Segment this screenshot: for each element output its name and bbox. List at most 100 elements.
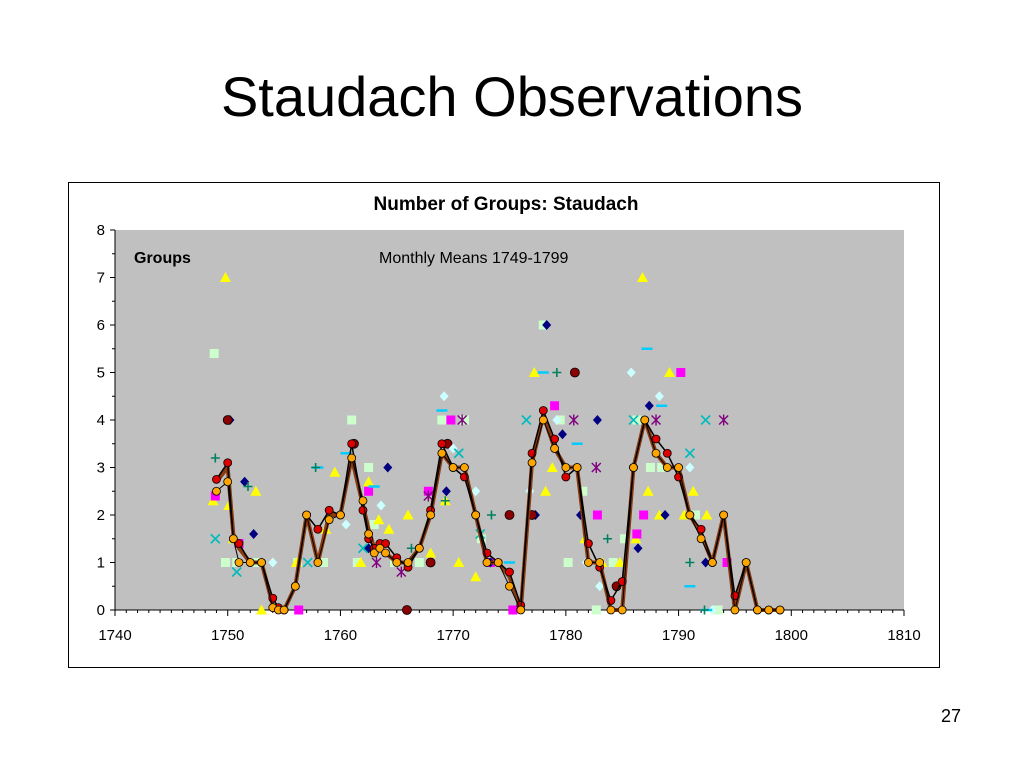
point-circle: [358, 505, 368, 515]
point-triangle: [355, 557, 367, 567]
point-square: [319, 558, 329, 567]
point-circle: [437, 439, 447, 449]
point-diamond: [707, 605, 717, 615]
x-tick-label: 1790: [662, 627, 695, 644]
point-circle: [685, 510, 695, 520]
point-square: [459, 415, 469, 425]
point-circle: [426, 510, 436, 520]
y-tick-label: 0: [97, 602, 105, 619]
point-circle: [324, 505, 334, 515]
point-square: [632, 529, 642, 539]
point-square: [347, 415, 357, 425]
point-triangle: [614, 557, 626, 567]
point-triangle: [470, 571, 482, 582]
point-star: [651, 414, 662, 426]
point-circle: [516, 605, 526, 615]
point-x: [700, 414, 711, 426]
y-tick-label: 8: [97, 222, 105, 239]
x-tick-label: 1810: [887, 627, 920, 644]
point-square: [608, 558, 618, 567]
point-plus: [699, 605, 709, 615]
point-square: [364, 486, 374, 496]
point-circle: [662, 463, 672, 472]
x-tick-label: 1770: [436, 627, 469, 644]
point-circle: [707, 558, 717, 567]
point-circle: [336, 510, 345, 520]
point-x: [357, 543, 369, 554]
point-circle: [651, 448, 661, 458]
point-square: [209, 349, 219, 358]
point-x: [521, 414, 532, 426]
point-circle: [651, 434, 661, 444]
y-tick-label: 6: [97, 317, 105, 334]
point-square: [437, 415, 447, 425]
point-square: [294, 605, 304, 615]
y-tick-label: 5: [97, 365, 105, 382]
point-triangle: [219, 272, 231, 282]
point-square: [364, 463, 374, 472]
point-triangle: [546, 462, 558, 472]
point-square: [220, 558, 230, 567]
chart-annotation: Monthly Means 1749-1799: [379, 250, 569, 267]
point-circle: [223, 477, 233, 487]
point-circle: [696, 534, 706, 544]
point-x: [628, 414, 639, 426]
point-circle: [392, 558, 402, 567]
point-circle: [369, 548, 379, 558]
point-square: [550, 401, 560, 411]
point-circle: [538, 415, 548, 425]
point-circle: [279, 605, 289, 615]
point-circle: [550, 444, 559, 453]
point-star: [718, 414, 729, 426]
point-circle: [448, 463, 458, 472]
point-square: [657, 463, 667, 472]
point-diamond: [701, 557, 711, 568]
point-circle: [437, 448, 447, 458]
point-square: [645, 463, 655, 472]
point-triangle: [637, 272, 649, 282]
point-circle: [425, 557, 436, 568]
point-triangle: [256, 604, 268, 615]
point-circle: [403, 558, 413, 567]
page-number: 27: [940, 706, 961, 726]
point-diamond: [383, 462, 393, 473]
point-plus: [685, 558, 695, 567]
point-diamond: [448, 443, 458, 454]
point-square: [563, 558, 573, 567]
point-triangle: [653, 509, 665, 520]
point-square: [639, 510, 649, 520]
point-circle: [662, 448, 672, 458]
point-x: [210, 533, 221, 544]
point-diamond: [626, 367, 636, 378]
point-circle: [381, 539, 390, 548]
point-circle: [460, 463, 469, 472]
point-circle: [302, 510, 312, 520]
point-circle: [358, 496, 368, 506]
point-square: [446, 415, 456, 425]
point-plus: [440, 496, 450, 506]
point-diamond: [376, 500, 386, 511]
point-circle: [212, 474, 221, 484]
point-square: [592, 510, 602, 520]
point-diamond: [644, 400, 654, 411]
point-circle: [561, 463, 571, 472]
y-axis-label: Groups: [134, 250, 191, 267]
point-plus: [552, 368, 562, 377]
point-circle: [741, 558, 751, 567]
point-diamond: [341, 519, 351, 530]
point-star: [591, 462, 602, 473]
point-circle: [538, 406, 548, 415]
point-diamond: [439, 391, 449, 402]
x-tick-label: 1780: [549, 627, 582, 644]
point-circle: [347, 439, 357, 449]
point-triangle: [453, 557, 465, 567]
point-triangle: [329, 466, 341, 477]
point-triangle: [383, 523, 395, 534]
plot-area: [115, 230, 904, 610]
point-square: [414, 558, 424, 567]
point-triangle: [540, 485, 552, 496]
point-diamond: [552, 415, 562, 425]
point-diamond: [557, 429, 567, 440]
point-circle: [223, 458, 233, 468]
point-diamond: [685, 462, 695, 473]
